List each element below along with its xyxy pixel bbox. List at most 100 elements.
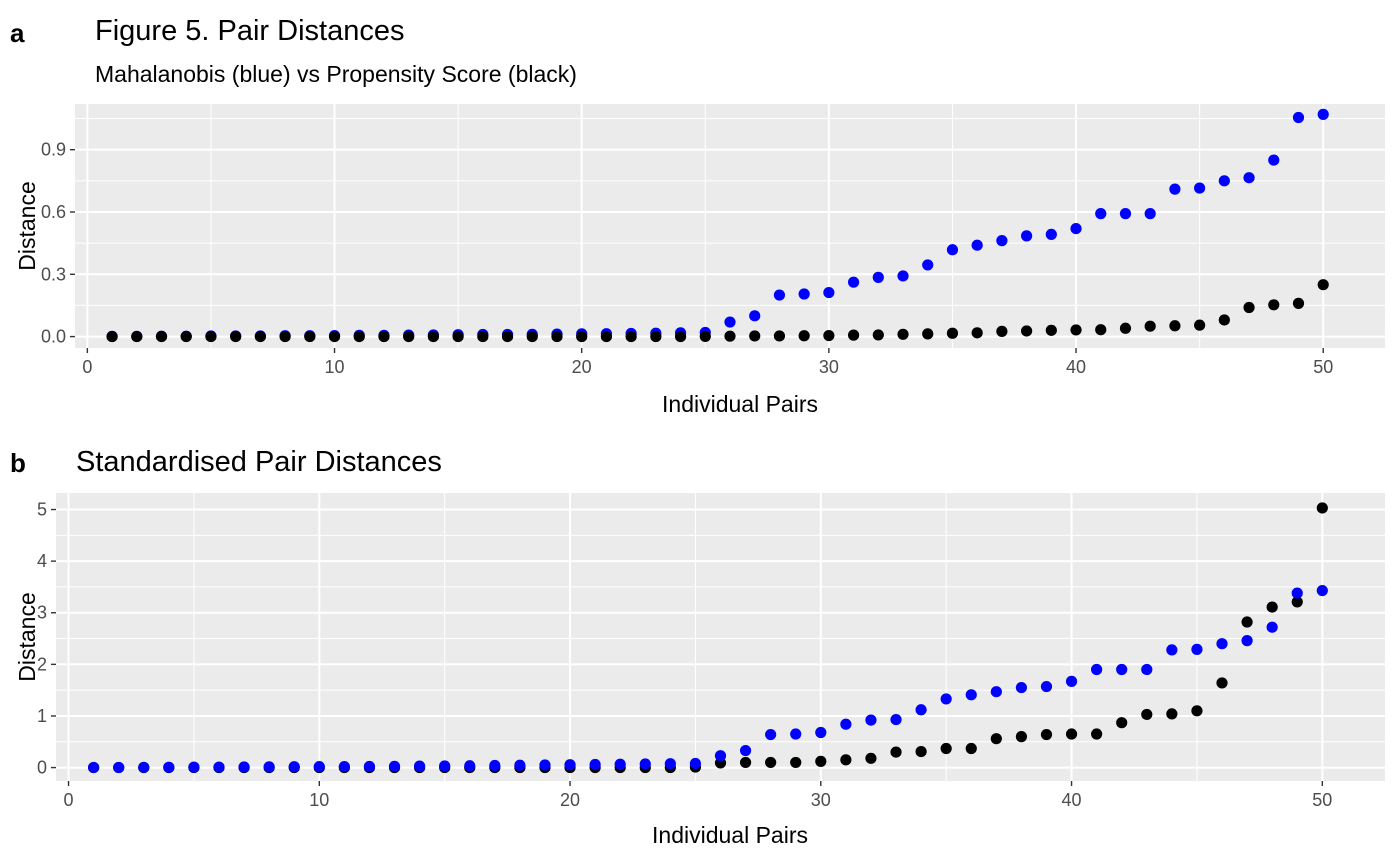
y-tick-label: 2 (37, 654, 47, 674)
mahalanobis-point (1166, 644, 1178, 656)
mahalanobis-point (714, 750, 727, 762)
propensity-score-point (180, 330, 192, 343)
mahalanobis-point (1268, 154, 1280, 166)
propensity-score-point (724, 330, 736, 342)
mahalanobis-point (946, 244, 959, 256)
propensity-score-point (815, 755, 827, 767)
mahalanobis-point (815, 726, 827, 739)
propensity-score-point (940, 742, 952, 755)
mahalanobis-point (749, 310, 761, 322)
propensity-score-point (378, 330, 390, 343)
mahalanobis-point (213, 761, 225, 773)
propensity-score-point (1191, 705, 1203, 717)
y-tick-label: 3 (37, 603, 47, 623)
mahalanobis-point (664, 758, 676, 770)
mahalanobis-point (338, 760, 350, 773)
propensity-score-point (965, 742, 977, 755)
x-tick-label: 50 (1313, 357, 1333, 377)
mahalanobis-point (589, 758, 601, 771)
mahalanobis-point (313, 761, 325, 773)
propensity-score-point (847, 329, 860, 341)
propensity-score-point (1166, 708, 1178, 720)
propensity-score-point (1070, 324, 1082, 336)
mahalanobis-point (113, 761, 125, 774)
mahalanobis-point (1045, 228, 1057, 241)
mahalanobis-point (847, 276, 860, 288)
mahalanobis-point (1316, 584, 1328, 597)
propensity-score-point (699, 330, 711, 342)
mahalanobis-point (138, 761, 150, 773)
propensity-score-point (131, 330, 143, 343)
mahalanobis-point (188, 761, 200, 773)
mahalanobis-point (1216, 638, 1228, 650)
mahalanobis-point (996, 235, 1008, 247)
propensity-score-point (1144, 320, 1156, 332)
y-tick-label: 0 (37, 758, 47, 778)
mahalanobis-point (1015, 681, 1028, 694)
mahalanobis-point (790, 728, 802, 740)
x-tick-label: 20 (560, 790, 580, 810)
mahalanobis-point (990, 686, 1002, 698)
gridlines-b (56, 493, 1385, 781)
mahalanobis-point (689, 757, 702, 770)
propensity-score-point (922, 328, 934, 340)
mahalanobis-point (840, 718, 852, 730)
propensity-score-point (971, 327, 983, 339)
mahalanobis-point (1070, 222, 1082, 235)
plot-area-b (56, 493, 1385, 781)
panel-tag-a: a (10, 18, 25, 48)
x-tick-label: 0 (82, 357, 92, 377)
propensity-score-point (1291, 596, 1303, 608)
mahalanobis-point (288, 761, 300, 773)
mahalanobis-point (489, 759, 501, 772)
propensity-score-point (1021, 325, 1033, 337)
propensity-score-point (1241, 616, 1253, 628)
y-tick-label: 4 (37, 551, 47, 571)
propensity-score-point (790, 756, 802, 769)
x-axis-title-b: Individual Pairs (652, 822, 808, 848)
mahalanobis-point (1266, 621, 1278, 633)
propensity-score-point (890, 746, 902, 758)
y-tick-label: 0.0 (41, 327, 66, 347)
y-tick-label: 0.6 (41, 202, 66, 222)
mahalanobis-point (865, 714, 877, 726)
propensity-score-point (1119, 322, 1132, 334)
x-tick-label: 40 (1066, 357, 1086, 377)
propensity-score-point (749, 330, 761, 342)
propensity-score-point (996, 325, 1008, 337)
propensity-score-point (1045, 324, 1057, 336)
propensity-score-point (1268, 299, 1280, 311)
mahalanobis-point (413, 760, 426, 772)
propensity-score-point (897, 328, 909, 340)
propensity-score-point (353, 330, 365, 343)
propensity-score-point (823, 329, 835, 342)
mahalanobis-point (1065, 675, 1078, 687)
mahalanobis-point (614, 758, 626, 770)
propensity-score-point (1194, 319, 1206, 331)
propensity-score-point (674, 330, 687, 343)
mahalanobis-point (971, 239, 983, 251)
propensity-score-point (946, 327, 959, 339)
mahalanobis-point (514, 759, 526, 771)
points-a (106, 108, 1329, 343)
propensity-score-point (328, 330, 341, 343)
x-tick-label: 0 (64, 790, 74, 810)
mahalanobis-point (1144, 208, 1156, 220)
mahalanobis-point (363, 760, 376, 773)
mahalanobis-point (724, 316, 736, 328)
propensity-score-point (1015, 731, 1028, 743)
y-tick-label: 1 (37, 706, 47, 726)
mahalanobis-point (1091, 663, 1103, 676)
plot-area-a (75, 104, 1385, 348)
propensity-score-point (872, 329, 884, 341)
chart-title-a: Figure 5. Pair Distances (95, 15, 404, 47)
propensity-score-point (1316, 502, 1328, 514)
mahalanobis-point (388, 760, 401, 772)
mahalanobis-point (464, 760, 476, 772)
y-axis-title-a: Distance (14, 181, 40, 270)
propensity-score-point (205, 330, 217, 343)
propensity-score-point (279, 330, 291, 343)
propensity-score-point (1218, 314, 1230, 326)
mahalanobis-point (564, 759, 576, 771)
mahalanobis-point (823, 286, 835, 299)
